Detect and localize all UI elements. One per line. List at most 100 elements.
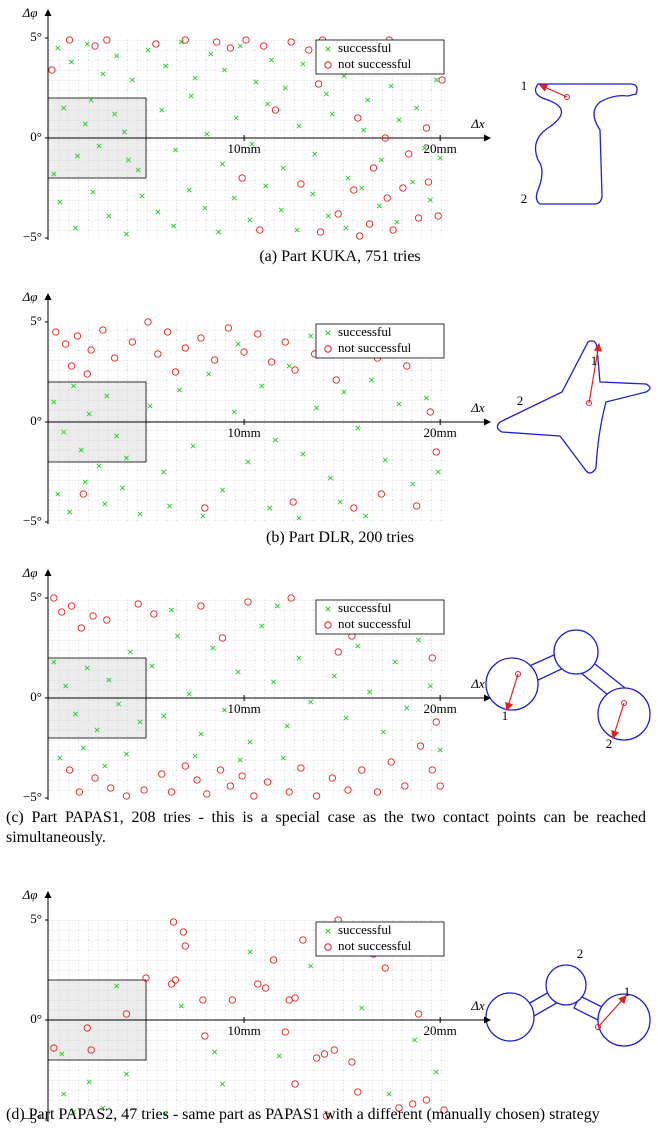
- point-not-successful: [61, 340, 70, 348]
- point-successful: [363, 513, 369, 519]
- x-tick-label: 20mm: [424, 1023, 457, 1038]
- point-successful: [119, 485, 126, 491]
- x-tick-label: 20mm: [424, 141, 457, 156]
- point-not-successful: [438, 76, 446, 84]
- legend-label: successful: [338, 40, 392, 55]
- y-tick-label: −5°: [23, 789, 42, 804]
- y-axis-label: Δφ: [22, 289, 38, 304]
- point-not-successful: [50, 1044, 58, 1052]
- point-successful: [114, 983, 120, 989]
- point-successful: [102, 763, 108, 769]
- point-not-successful: [89, 612, 97, 620]
- point-successful: [200, 513, 206, 519]
- point-not-successful: [316, 228, 325, 236]
- point-successful: [421, 145, 427, 151]
- point-successful: [249, 141, 255, 147]
- x-tick-label: 10mm: [227, 141, 260, 156]
- point-successful: [121, 129, 127, 135]
- x-tick-label: 10mm: [227, 425, 260, 440]
- point-successful: [145, 47, 151, 53]
- point-not-successful: [226, 782, 235, 790]
- y-tick-label: 0°: [30, 689, 42, 704]
- x-axis-label: Δx: [470, 116, 485, 131]
- point-not-successful: [312, 1054, 321, 1062]
- y-tick-label: 5°: [30, 29, 42, 44]
- point-not-successful: [344, 786, 352, 794]
- point-successful: [310, 191, 316, 197]
- point-successful: [219, 1081, 226, 1087]
- point-not-successful: [387, 758, 395, 766]
- point-not-successful: [432, 718, 440, 726]
- point-not-successful: [201, 1032, 209, 1040]
- point-successful: [192, 753, 198, 759]
- point-not-successful: [356, 232, 364, 240]
- part-kuka-shape: [534, 83, 638, 205]
- point-successful: [359, 185, 365, 191]
- point-successful: [167, 503, 173, 509]
- point-successful: [235, 341, 241, 347]
- point-successful: [263, 183, 269, 189]
- point-not-successful: [422, 124, 431, 132]
- point-successful: [365, 97, 371, 103]
- point-not-successful: [267, 358, 276, 366]
- legend-marker: [325, 46, 331, 52]
- point-successful: [139, 193, 145, 199]
- caption: (a) Part KUKA, 751 tries: [259, 248, 421, 265]
- point-not-successful: [111, 354, 119, 362]
- point-successful: [178, 1003, 184, 1009]
- point-successful: [231, 409, 237, 415]
- point-successful: [427, 683, 433, 689]
- point-successful: [410, 481, 416, 487]
- y-tick-label: −5°: [23, 513, 42, 528]
- point-successful: [202, 205, 208, 211]
- point-successful: [280, 165, 286, 171]
- y-tick-label: 5°: [30, 911, 42, 926]
- point-successful: [296, 515, 302, 521]
- legend-marker: [325, 928, 331, 934]
- point-successful: [355, 643, 361, 649]
- point-successful: [106, 213, 112, 219]
- point-not-successful: [436, 782, 444, 790]
- point-not-successful: [238, 772, 246, 780]
- legend-box: [315, 39, 445, 75]
- point-successful: [208, 51, 214, 57]
- point-not-successful: [354, 114, 362, 122]
- point-not-successful: [426, 408, 435, 416]
- point-successful: [280, 755, 286, 761]
- legend-marker: [324, 61, 332, 69]
- legend-marker: [324, 943, 332, 951]
- point-not-successful: [401, 782, 409, 790]
- point-successful: [170, 223, 177, 229]
- point-successful: [88, 97, 94, 103]
- point-successful: [176, 387, 182, 393]
- legend-label: not successful: [338, 340, 412, 355]
- point-successful: [341, 389, 347, 395]
- caption: (d) Part PAPAS2, 47 tries - same part as…: [6, 1106, 600, 1123]
- point-successful: [259, 623, 265, 629]
- point-successful: [341, 73, 347, 79]
- point-successful: [308, 963, 314, 969]
- point-successful: [296, 655, 302, 661]
- point-not-successful: [412, 502, 421, 510]
- point-successful: [155, 209, 161, 215]
- point-successful: [178, 39, 184, 45]
- point-not-successful: [287, 38, 295, 46]
- point-successful: [212, 1049, 218, 1055]
- point-successful: [388, 83, 394, 89]
- legend-label: successful: [338, 922, 392, 937]
- point-not-successful: [381, 964, 389, 972]
- point-successful: [116, 701, 122, 707]
- point-not-successful: [171, 976, 180, 984]
- legend-label: not successful: [338, 56, 412, 71]
- point-successful: [149, 663, 155, 669]
- point-not-successful: [211, 356, 219, 364]
- point-successful: [188, 93, 194, 99]
- part-papas2-shape: [485, 964, 651, 1047]
- point-not-successful: [99, 326, 107, 334]
- point-not-successful: [203, 790, 211, 798]
- point-successful: [159, 107, 165, 113]
- point-not-successful: [334, 210, 342, 218]
- point-successful: [51, 399, 57, 405]
- x-tick-label: 10mm: [227, 1023, 260, 1038]
